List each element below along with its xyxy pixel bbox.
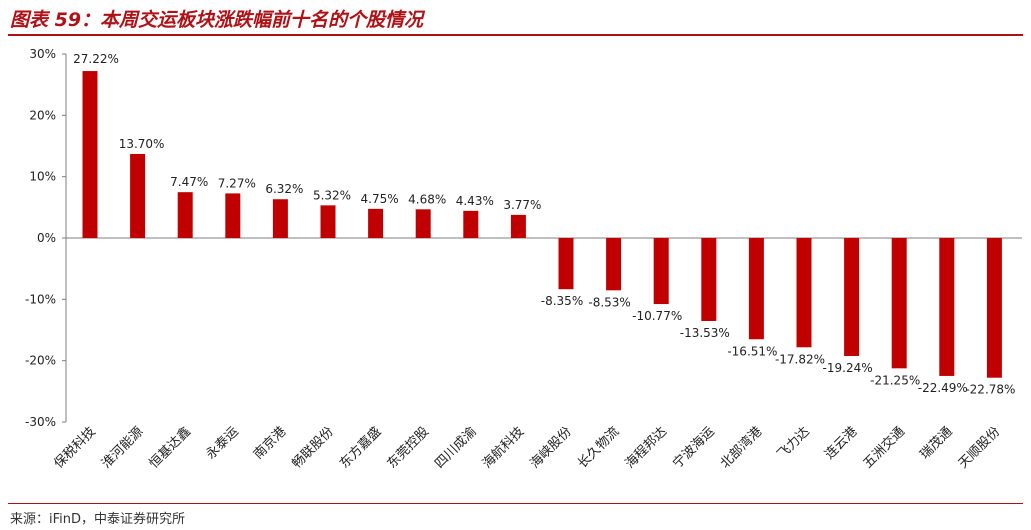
data-label: -22.49%	[918, 381, 968, 395]
category-label: 四川成渝	[432, 424, 480, 472]
y-tick-label: 30%	[29, 47, 56, 61]
category-label: 五洲交通	[860, 424, 908, 472]
data-label: -8.53%	[588, 295, 630, 309]
data-label: 7.27%	[218, 176, 256, 190]
bar	[177, 192, 193, 238]
category-label: 连云港	[822, 424, 861, 463]
bar	[701, 238, 717, 321]
bar	[891, 238, 907, 369]
category-label: 北部湾港	[717, 424, 765, 472]
bar	[272, 199, 288, 238]
category-label: 永泰运	[203, 424, 241, 462]
category-label: 宁波海运	[670, 424, 718, 472]
data-label: 4.68%	[408, 192, 446, 206]
category-label: 瑞茂通	[917, 424, 955, 462]
data-label: 13.70%	[119, 137, 165, 151]
category-label: 东方嘉盛	[336, 424, 384, 472]
category-label: 恒基达鑫	[146, 424, 194, 472]
bar	[368, 208, 384, 238]
chart-title: 图表 59：本周交运板块涨跌幅前十名的个股情况	[10, 9, 424, 31]
category-label: 海程邦达	[623, 424, 670, 471]
bar	[225, 193, 241, 238]
y-tick-label: 0%	[37, 231, 56, 245]
data-label: 4.75%	[361, 192, 399, 206]
category-label: 南京港	[250, 424, 289, 463]
category-label: 东莞控股	[385, 424, 432, 471]
bar	[986, 238, 1002, 378]
y-tick-label: -20%	[25, 354, 56, 368]
bar	[510, 214, 526, 238]
data-label: 6.32%	[265, 182, 303, 196]
bar	[748, 238, 764, 340]
category-label: 天顺股份	[956, 424, 1003, 471]
bar	[463, 210, 479, 238]
bar	[130, 153, 146, 238]
source-note: 来源：iFinD，中泰证券研究所	[10, 512, 186, 527]
category-label: 淮河能源	[99, 424, 146, 471]
data-labels: 27.22% 13.70% 7.47% 7.27% 6.32% 5.32% 4.75% 4.6…	[73, 52, 1015, 397]
category-label: 畅联股份	[289, 424, 336, 471]
bar-chart: 30% 20% 10% 0% -10% -20% -30% 27.22% 13.70% 7.47…	[25, 47, 1022, 472]
category-label: 海峡股份	[527, 424, 574, 471]
bar	[796, 238, 812, 348]
bar	[320, 205, 336, 238]
category-label: 飞力达	[775, 424, 813, 462]
bars	[82, 71, 1002, 378]
data-label: -16.51%	[727, 344, 777, 358]
bar	[606, 238, 622, 291]
category-label: 海航科技	[479, 424, 527, 472]
data-label: 7.47%	[170, 175, 208, 189]
y-tick-label: 10%	[29, 170, 56, 184]
bar	[844, 238, 860, 357]
y-tick-label: 20%	[29, 108, 56, 122]
footer-rule	[8, 503, 1023, 504]
bar	[558, 238, 574, 290]
data-label: -19.24%	[823, 361, 873, 375]
data-label: -17.82%	[775, 352, 825, 366]
data-label: 5.32%	[313, 188, 351, 202]
data-label: 3.77%	[503, 198, 541, 212]
data-label: 27.22%	[73, 52, 119, 66]
bar	[82, 71, 98, 239]
category-labels: 保税科技 淮河能源 恒基达鑫 永泰运 南京港 畅联股份 东方嘉盛 东莞控股 四川成渝 海航科技 海峡…	[51, 424, 1003, 472]
y-tick-label: -10%	[25, 292, 56, 306]
bar	[653, 238, 669, 305]
title-rule	[8, 34, 1023, 36]
category-label: 保税科技	[51, 424, 98, 471]
data-label: -8.35%	[541, 294, 583, 308]
data-label: -21.25%	[870, 373, 920, 387]
data-label: -22.78%	[965, 383, 1015, 397]
category-label: 长久物流	[575, 424, 622, 471]
data-label: 4.43%	[456, 194, 494, 208]
bar	[939, 238, 955, 376]
data-label: -13.53%	[680, 326, 730, 340]
y-tick-label: -30%	[25, 415, 56, 429]
bar	[415, 209, 431, 238]
data-label: -10.77%	[632, 309, 682, 323]
